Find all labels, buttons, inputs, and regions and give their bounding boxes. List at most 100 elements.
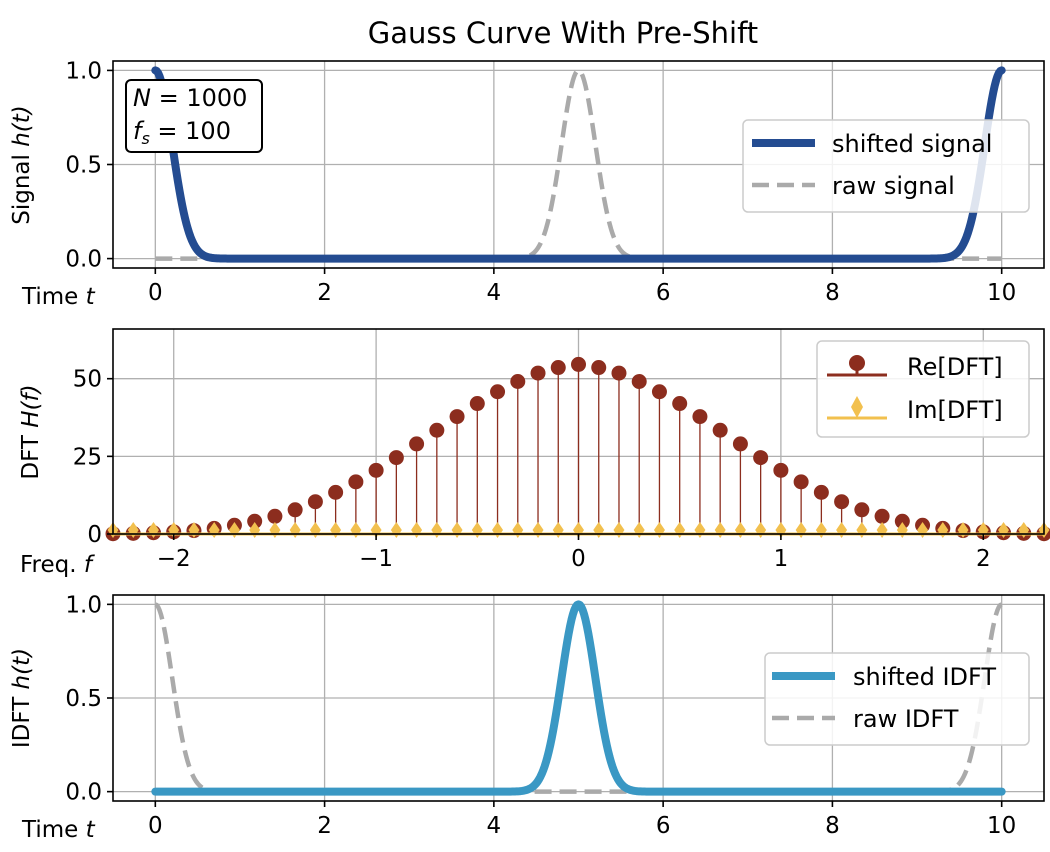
im-dft-marker — [552, 522, 564, 538]
y-tick-label: 0.5 — [65, 153, 102, 179]
idft-ylabel: IDFT h(t) — [9, 648, 35, 748]
re-dft-marker — [469, 396, 485, 412]
idft-legend: shifted IDFT raw IDFT — [764, 652, 1030, 746]
dft-xlabel: Freq. f — [20, 552, 95, 578]
re-dft-marker — [874, 508, 890, 524]
legend-raw-signal-label: raw signal — [832, 172, 955, 200]
re-dft-marker — [834, 494, 850, 510]
dft-legend: Re[DFT] Im[DFT] — [816, 340, 1030, 438]
re-dft-marker — [631, 373, 647, 389]
re-dft-marker — [287, 502, 303, 518]
signal-annotation-box: N = 1000 fs = 100 — [125, 79, 263, 153]
signal-ylabel: Signal h(t) — [9, 105, 35, 225]
y-tick-label: 50 — [73, 367, 102, 393]
idft-panel: 0 2 4 6 8 10 0.0 0.5 1.0 IDFT h(t) Time t shifte… — [9, 592, 1045, 843]
im-dft-marker — [269, 522, 281, 538]
x-tick-label: 4 — [487, 280, 502, 306]
signal-series — [151, 66, 1006, 263]
y-tick-label: 0.5 — [65, 686, 102, 712]
re-dft-marker — [672, 396, 688, 412]
dft-ylabel: DFT H(f) — [18, 384, 44, 479]
im-dft-marker — [512, 522, 524, 538]
re-dft-marker — [348, 474, 364, 490]
re-dft-marker — [732, 436, 748, 452]
re-dft-marker — [611, 365, 627, 381]
im-dft-marker — [815, 522, 827, 538]
re-dft-marker — [267, 508, 283, 524]
re-dft-marker — [854, 502, 870, 518]
im-dft-marker — [411, 522, 423, 538]
im-dft-marker — [330, 522, 342, 538]
re-dft-marker — [510, 373, 526, 389]
annotation-n: N = 1000 — [133, 84, 247, 112]
im-dft-marker — [593, 522, 605, 538]
im-dft-marker — [309, 522, 321, 538]
legend-im-dft-swatch — [827, 396, 887, 420]
im-dft-marker — [431, 522, 443, 538]
im-dft-marker — [836, 522, 848, 538]
x-tick-label: 2 — [976, 546, 991, 572]
re-dft-marker — [793, 474, 809, 490]
re-dft-marker — [692, 409, 708, 425]
im-dft-marker — [532, 522, 544, 538]
im-dft-marker — [492, 522, 504, 538]
re-dft-marker — [368, 462, 384, 478]
y-tick-label: 0.0 — [65, 780, 102, 806]
im-dft-marker — [876, 522, 888, 538]
x-tick-label: 1 — [774, 546, 789, 572]
shifted-signal-line — [151, 66, 1006, 263]
re-dft-marker — [773, 462, 789, 478]
im-dft-marker — [613, 522, 625, 538]
x-tick-label: 6 — [656, 813, 671, 839]
y-tick-label: 1.0 — [65, 58, 102, 84]
im-dft-marker — [694, 522, 706, 538]
re-dft-marker — [550, 360, 566, 376]
x-tick-label: 8 — [825, 813, 840, 839]
im-dft-marker — [734, 522, 746, 538]
x-tick-label: 4 — [487, 813, 502, 839]
signal-panel: 0 2 4 6 8 10 0.0 0.5 1.0 Signal h(t) Time t N = … — [9, 58, 1045, 310]
re-dft-marker — [712, 422, 728, 438]
re-dft-marker — [753, 450, 769, 466]
signal-ticks: 0 2 4 6 8 10 0.0 0.5 1.0 — [65, 58, 1016, 306]
im-dft-marker — [451, 522, 463, 538]
x-tick-label: 10 — [987, 280, 1016, 306]
legend-shifted-idft-label: shifted IDFT — [853, 663, 996, 691]
im-dft-marker — [755, 522, 767, 538]
x-tick-label: −2 — [157, 546, 191, 572]
re-dft-marker — [409, 436, 425, 452]
im-dft-marker — [856, 522, 868, 538]
re-dft-marker — [571, 356, 586, 372]
im-dft-marker — [633, 522, 645, 538]
idft-xlabel: Time t — [21, 817, 96, 843]
im-dft-marker — [390, 522, 402, 538]
signal-xlabel: Time t — [21, 284, 96, 310]
im-dft-marker — [471, 522, 483, 538]
y-tick-label: 0.0 — [65, 247, 102, 273]
re-dft-marker — [894, 513, 910, 529]
re-dft-marker — [388, 450, 404, 466]
re-dft-marker — [429, 422, 445, 438]
re-dft-marker — [247, 513, 263, 529]
figure-title: Gauss Curve With Pre-Shift — [368, 16, 758, 50]
y-tick-label: 25 — [73, 444, 102, 470]
legend-re-dft-swatch — [827, 355, 887, 377]
y-tick-label: 1.0 — [65, 592, 102, 618]
signal-legend: shifted signal raw signal — [742, 119, 1030, 213]
re-dft-marker — [490, 384, 506, 400]
legend-im-dft-label: Im[DFT] — [907, 396, 1003, 424]
x-tick-label: −1 — [359, 546, 393, 572]
legend-shifted-signal-label: shifted signal — [832, 130, 992, 158]
im-dft-marker — [795, 522, 807, 538]
im-dft-marker — [350, 522, 362, 538]
legend-re-dft-label: Re[DFT] — [907, 353, 1003, 381]
x-tick-label: 0 — [148, 813, 163, 839]
re-dft-marker — [449, 409, 465, 425]
x-tick-label: 10 — [987, 813, 1016, 839]
re-dft-marker — [813, 484, 829, 500]
x-tick-label: 2 — [317, 813, 332, 839]
dft-ticks: −2 −1 0 1 2 0 25 50 — [73, 367, 991, 572]
legend-raw-idft-label: raw IDFT — [853, 705, 959, 733]
im-dft-marker — [674, 522, 686, 538]
